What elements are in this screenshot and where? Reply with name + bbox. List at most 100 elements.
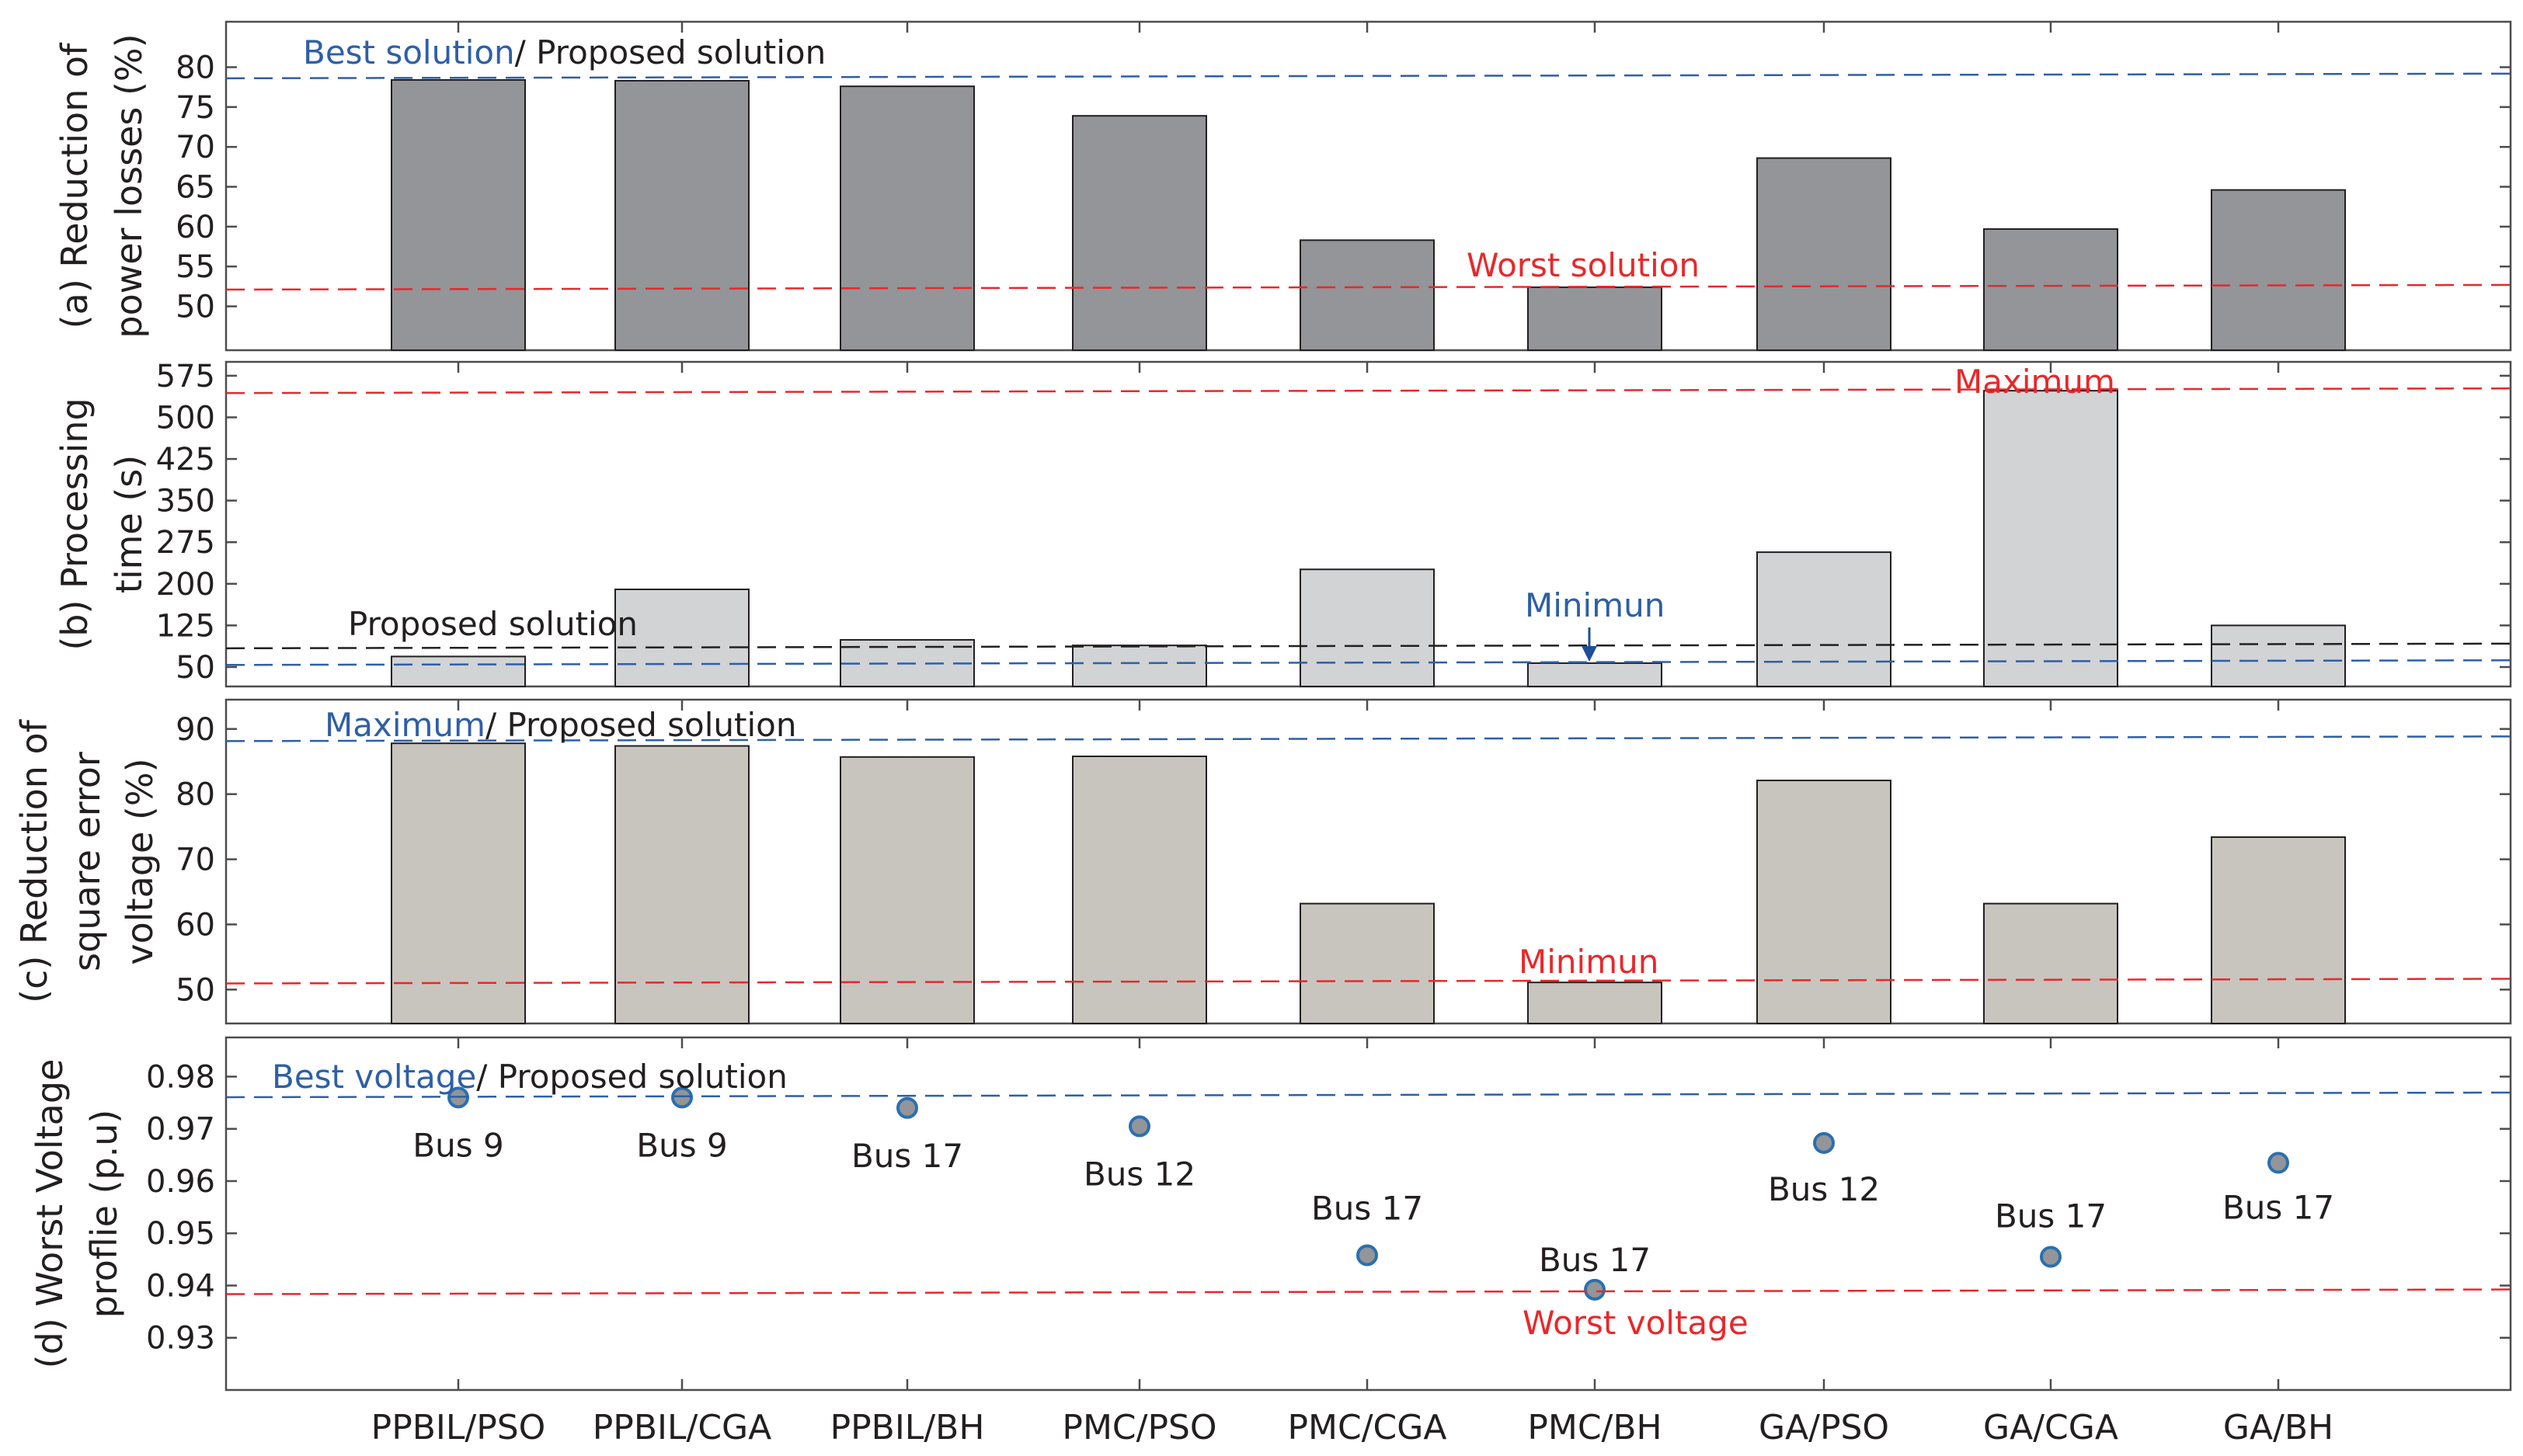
point-label: Bus 17 (851, 1137, 963, 1175)
x-category-label: PPBIL/BH (830, 1408, 985, 1447)
bar (1300, 568, 1435, 687)
y-axis-label: (d) Worst Voltage (29, 1059, 71, 1369)
point-label: Bus 12 (1084, 1155, 1195, 1193)
bar (1300, 239, 1435, 351)
panel-a: 50 55 60 65 70 75 80 (a) Reduction of power loss… (54, 20, 2512, 352)
y-tick-label: 60 (176, 907, 215, 943)
reference-line (225, 735, 2511, 742)
y-tick-label: 0.96 (146, 1164, 215, 1200)
x-category-label: GA/PSO (1759, 1408, 1889, 1447)
y-tick-label: 60 (176, 210, 215, 245)
y-tick-label: 55 (176, 249, 215, 285)
reference-line (225, 1091, 2511, 1099)
bar (614, 79, 750, 351)
y-tick-label: 425 (156, 442, 215, 478)
reference-label-colored: Best solution (303, 33, 515, 71)
reference-label: Minimun (1525, 586, 1665, 624)
y-axis-label: power losses (%) (108, 33, 150, 338)
y-tick-label: 75 (176, 90, 215, 126)
y-axis-label: (c) Reduction of (13, 718, 55, 1003)
bar (1756, 780, 1891, 1024)
panel-c: 50 60 70 80 90 (c) Reduction of square error vo… (13, 698, 2512, 1025)
bar (391, 655, 526, 688)
reference-line (225, 642, 2511, 650)
reference-label-colored: Minimun (1519, 943, 1658, 981)
y-axis-label: square error (66, 752, 108, 971)
y-tick-label: 0.97 (146, 1112, 215, 1148)
data-point (1129, 1115, 1150, 1138)
bar (391, 742, 526, 1024)
bar (1756, 551, 1891, 687)
bar (391, 78, 526, 351)
bar (1072, 115, 1207, 351)
data-point (2267, 1152, 2289, 1174)
reference-label: Maximum (1954, 363, 2115, 401)
bar (614, 745, 750, 1024)
reference-label-colored: Worst voltage (1522, 1304, 1749, 1342)
bar (1983, 228, 2118, 351)
y-tick-label: 80 (176, 50, 215, 86)
bar (1983, 902, 2118, 1024)
reference-label-rest: / Proposed solution (476, 1058, 788, 1096)
y-tick-label: 70 (176, 130, 215, 165)
point-label: Bus 17 (2222, 1188, 2334, 1226)
panel-b: 50 125 200 275 350 425 500 575 (b) Processing tim… (54, 359, 2512, 688)
reference-line (225, 72, 2511, 80)
bar (2211, 836, 2346, 1025)
y-tick-label: 200 (156, 567, 215, 603)
bar (840, 85, 975, 351)
x-category-label: PMC/CGA (1288, 1408, 1447, 1447)
y-tick-label: 0.93 (146, 1321, 215, 1357)
reference-line (225, 283, 2511, 291)
reference-label-rest: Proposed solution (348, 605, 638, 643)
data-point (1584, 1278, 1606, 1301)
data-point (1813, 1131, 1835, 1154)
point-label: Bus 9 (636, 1126, 727, 1164)
y-tick-label: 500 (156, 400, 215, 436)
point-label: Bus 12 (1768, 1170, 1880, 1208)
reference-label-colored: Maximum (1954, 363, 2115, 401)
panel-d: 0.93 0.94 0.95 0.96 0.97 0.98 (d) Worst Voltag… (29, 1036, 2512, 1447)
bar (614, 588, 750, 688)
reference-label: Minimun (1519, 943, 1658, 981)
reference-line (225, 387, 2511, 394)
x-category-label: GA/CGA (1983, 1408, 2118, 1447)
bar (1072, 645, 1207, 687)
y-tick-label: 0.94 (146, 1268, 215, 1304)
bar (1756, 157, 1891, 351)
reference-label-colored: Maximum (325, 706, 485, 744)
y-tick-label: 70 (176, 843, 215, 878)
y-axis-label: (b) Processing (54, 398, 96, 650)
bar (2211, 624, 2346, 688)
y-tick-label: 65 (176, 170, 215, 206)
y-tick-label: 50 (176, 972, 215, 1008)
point-label: Bus 17 (1539, 1241, 1651, 1279)
bar (1527, 286, 1662, 351)
x-category-label: PMC/BH (1527, 1408, 1662, 1447)
y-tick-label: 275 (156, 525, 215, 561)
bar (1527, 662, 1662, 688)
x-category-label: PPBIL/CGA (593, 1408, 771, 1447)
reference-label-rest: / Proposed solution (485, 706, 797, 744)
y-tick-label: 0.95 (146, 1216, 215, 1252)
y-tick-label: 350 (156, 484, 215, 520)
reference-label: Proposed solution (348, 605, 638, 643)
x-category-label: PMC/PSO (1062, 1408, 1216, 1447)
reference-line (225, 978, 2511, 985)
bar (1072, 755, 1207, 1024)
y-axis-label: proflie (p.u) (83, 1110, 125, 1319)
reference-label: Maximum/ Proposed solution (325, 706, 797, 744)
y-tick-label: 575 (156, 359, 215, 394)
reference-label-colored: Best voltage (272, 1058, 476, 1096)
bar (1527, 982, 1662, 1025)
y-axis-label: time (s) (108, 455, 150, 593)
y-tick-label: 80 (176, 777, 215, 813)
y-tick-label: 0.98 (146, 1059, 215, 1095)
data-point (1356, 1244, 1378, 1267)
x-category-label: PPBIL/PSO (371, 1408, 546, 1447)
data-point (671, 1086, 693, 1109)
point-label: Bus 17 (1995, 1197, 2107, 1235)
reference-label-rest: / Proposed solution (515, 33, 826, 71)
y-tick-label: 90 (176, 712, 215, 748)
